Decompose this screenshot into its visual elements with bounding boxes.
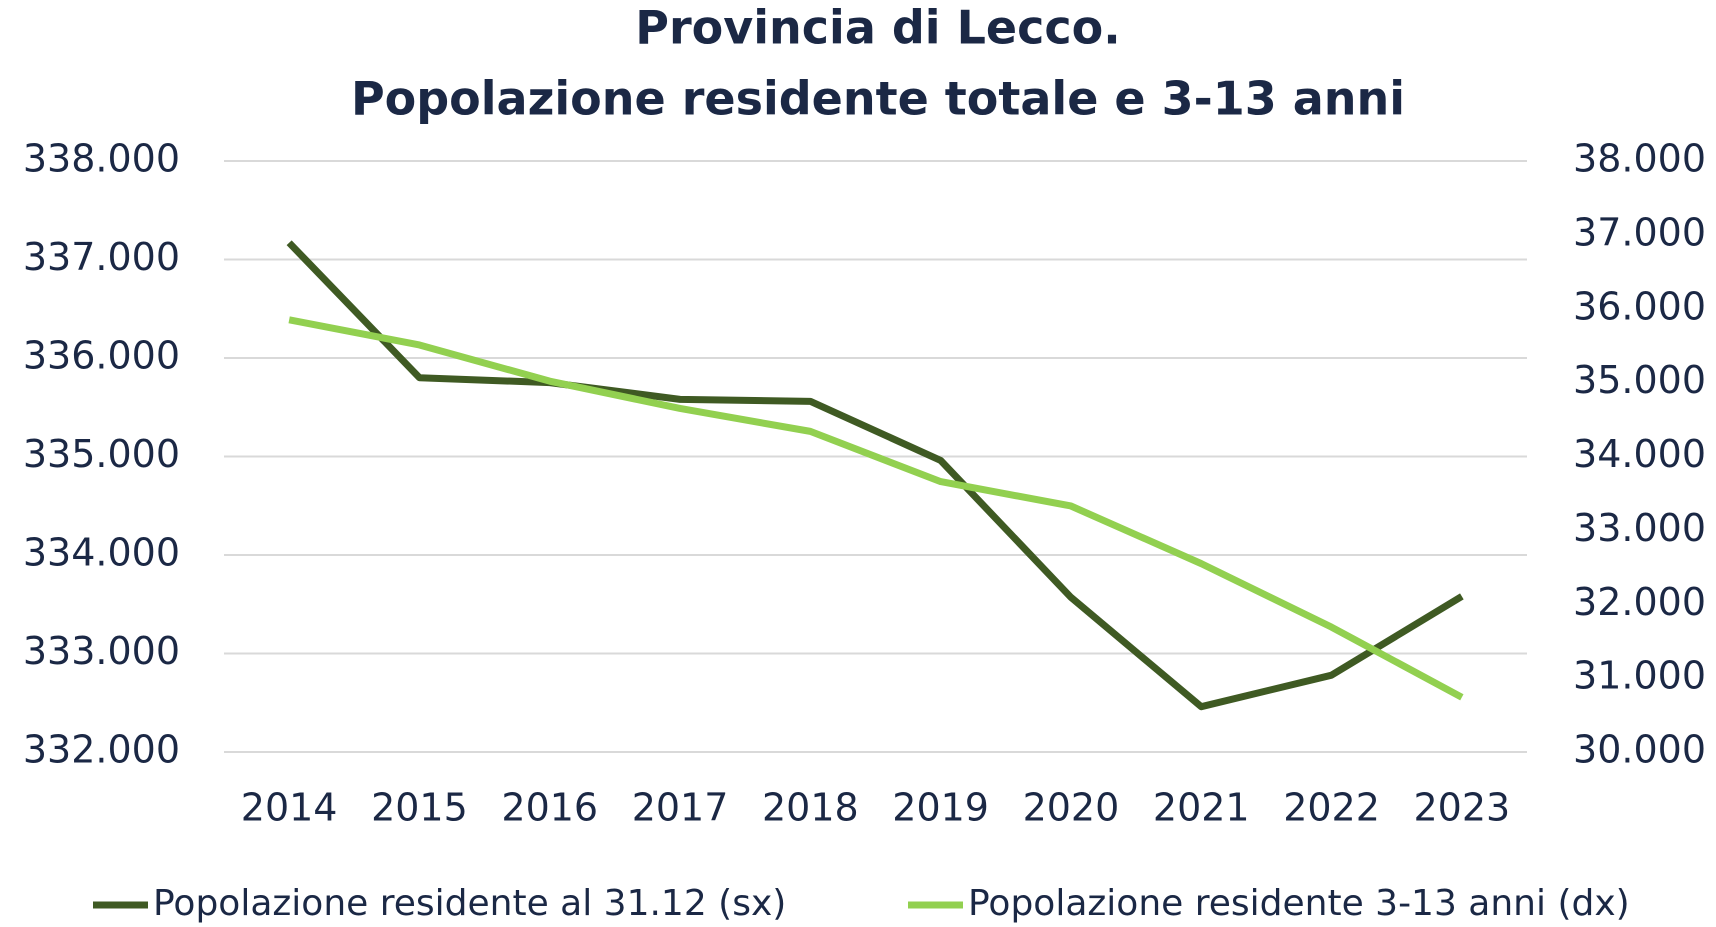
x-tick-label: 2019 [892, 786, 989, 830]
x-tick-label: 2021 [1153, 786, 1250, 830]
y-tick-label: 336.000 [23, 334, 180, 378]
y-tick-label: 335.000 [23, 432, 180, 476]
x-tick-label: 2020 [1023, 786, 1120, 830]
x-tick-label: 2016 [501, 786, 598, 830]
x-tick-label: 2015 [371, 786, 468, 830]
x-tick-label: 2017 [632, 786, 729, 830]
y2-tick-label: 34.000 [1573, 432, 1706, 476]
y-tick-label: 332.000 [23, 728, 180, 772]
y-tick-label: 333.000 [23, 629, 180, 673]
y2-tick-label: 30.000 [1573, 728, 1706, 772]
legend-label: Popolazione residente 3-13 anni (dx) [968, 883, 1630, 924]
x-tick-label: 2018 [762, 786, 859, 830]
y-tick-label: 337.000 [23, 235, 180, 279]
chart-subtitle: Popolazione residente totale e 3-13 anni [351, 72, 1405, 126]
y2-tick-label: 32.000 [1573, 580, 1706, 624]
y-tick-label: 334.000 [23, 531, 180, 575]
legend-label: Popolazione residente al 31.12 (sx) [153, 883, 786, 924]
x-tick-label: 2014 [241, 786, 338, 830]
y2-tick-label: 35.000 [1573, 358, 1706, 402]
x-tick-label: 2022 [1283, 786, 1380, 830]
line-series [288, 316, 1464, 701]
line-series [286, 240, 1464, 711]
y2-tick-label: 37.000 [1573, 210, 1706, 254]
y2-tick-label: 33.000 [1573, 506, 1706, 550]
y-tick-label: 338.000 [23, 137, 180, 181]
y2-tick-label: 31.000 [1573, 654, 1706, 698]
x-tick-label: 2023 [1413, 786, 1510, 830]
chart-title: Provincia di Lecco. [635, 1, 1120, 55]
y2-tick-label: 38.000 [1573, 137, 1706, 181]
y2-tick-label: 36.000 [1573, 284, 1706, 328]
